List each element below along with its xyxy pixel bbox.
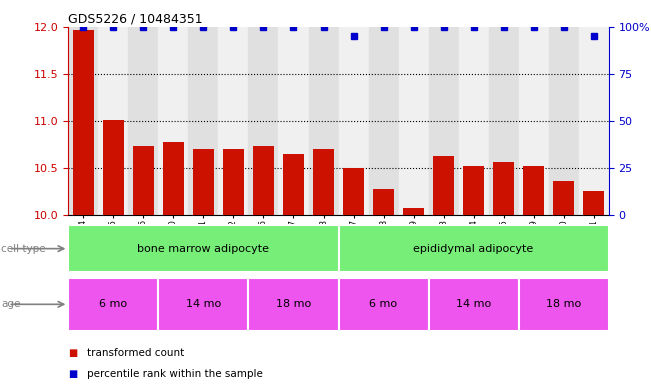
Text: 14 mo: 14 mo	[186, 299, 221, 310]
Bar	[68, 225, 339, 272]
Bar	[458, 27, 489, 215]
Bar	[493, 162, 514, 215]
Text: percentile rank within the sample: percentile rank within the sample	[87, 369, 262, 379]
Text: 18 mo: 18 mo	[276, 299, 311, 310]
Bar	[128, 27, 158, 215]
Bar	[339, 27, 368, 215]
Bar	[339, 225, 609, 272]
Text: 6 mo: 6 mo	[100, 299, 128, 310]
Bar	[463, 166, 484, 215]
Text: 6 mo: 6 mo	[370, 299, 398, 310]
Bar	[433, 156, 454, 215]
Bar	[219, 27, 249, 215]
Bar	[489, 27, 519, 215]
Bar	[188, 27, 219, 215]
Bar	[403, 209, 424, 215]
Text: epididymal adipocyte: epididymal adipocyte	[413, 243, 534, 254]
Bar	[519, 278, 609, 331]
Bar	[373, 189, 394, 215]
Bar	[428, 27, 458, 215]
Text: ■: ■	[68, 369, 77, 379]
Bar	[68, 27, 98, 215]
Bar	[103, 120, 124, 215]
Bar	[428, 278, 519, 331]
Text: bone marrow adipocyte: bone marrow adipocyte	[137, 243, 270, 254]
Bar	[283, 154, 304, 215]
Bar	[583, 190, 604, 215]
Bar	[193, 149, 214, 215]
Bar	[309, 27, 339, 215]
Bar	[98, 27, 128, 215]
Bar	[163, 142, 184, 215]
Bar	[73, 30, 94, 215]
Bar	[313, 149, 334, 215]
Text: cell type: cell type	[1, 243, 46, 254]
Bar	[549, 27, 579, 215]
Bar	[523, 166, 544, 215]
Bar	[519, 27, 549, 215]
Text: 18 mo: 18 mo	[546, 299, 581, 310]
Bar	[158, 27, 188, 215]
Bar	[343, 168, 364, 215]
Bar	[253, 146, 274, 215]
Text: ■: ■	[68, 348, 77, 358]
Bar	[68, 278, 158, 331]
Bar	[553, 181, 574, 215]
Bar	[368, 27, 398, 215]
Bar	[249, 278, 339, 331]
Bar	[223, 149, 244, 215]
Bar	[579, 27, 609, 215]
Bar	[249, 27, 279, 215]
Bar	[279, 27, 309, 215]
Text: 14 mo: 14 mo	[456, 299, 492, 310]
Bar	[339, 278, 428, 331]
Bar	[133, 146, 154, 215]
Bar	[158, 278, 249, 331]
Text: age: age	[1, 299, 21, 310]
Text: transformed count: transformed count	[87, 348, 184, 358]
Text: GDS5226 / 10484351: GDS5226 / 10484351	[68, 13, 203, 26]
Bar	[398, 27, 428, 215]
